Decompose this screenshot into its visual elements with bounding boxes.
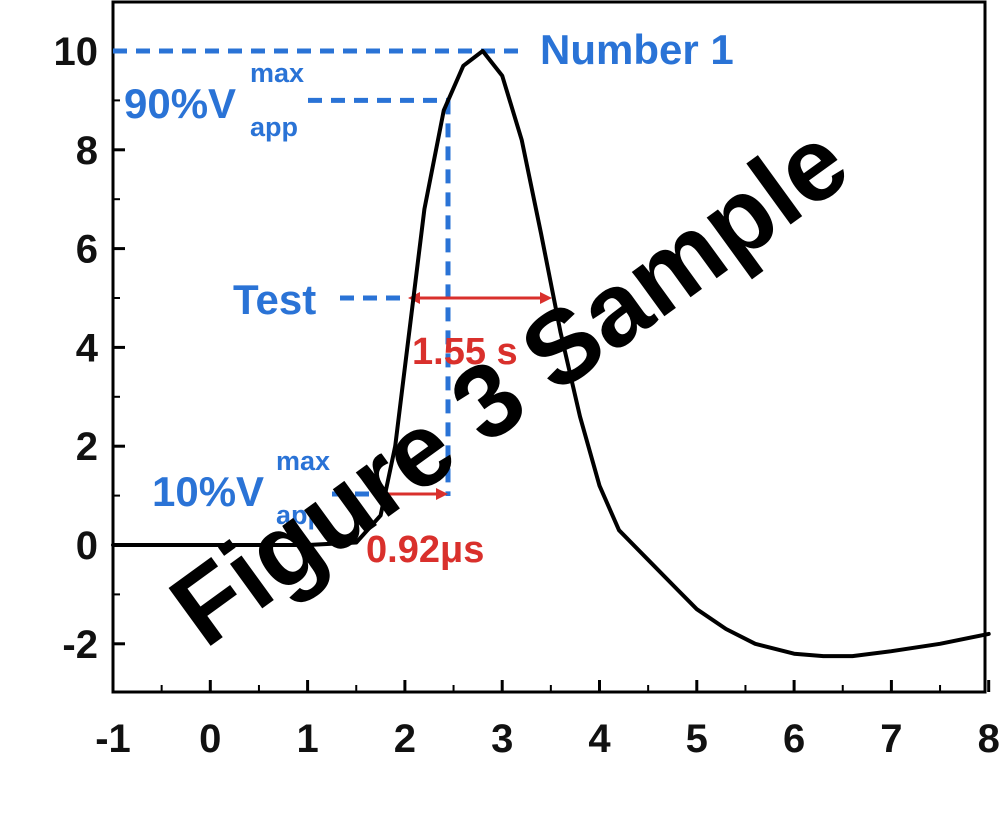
y-tick-label: 10 — [54, 30, 99, 74]
ten-percent-label: 10%V — [152, 468, 264, 515]
ninety-sup: max — [250, 58, 304, 88]
x-tick-label: 2 — [394, 717, 416, 761]
watermark: Figure 3 Sample — [150, 103, 868, 669]
y-tick-label: 8 — [76, 129, 98, 173]
width-value-label: 1.55 s — [412, 331, 518, 373]
ninety-main: 90%V — [124, 80, 236, 127]
ten-main: 10%V — [152, 468, 264, 515]
y-tick-label: 4 — [76, 326, 99, 370]
axis-tick-labels: -1 0 1 2 3 4 5 6 7 8 -2 0 2 4 6 8 10 — [54, 30, 1000, 761]
x-tick-label: 5 — [686, 717, 708, 761]
signal-curve — [111, 49, 991, 659]
x-tick-label: 7 — [880, 717, 902, 761]
rise-arrow-head-right — [436, 488, 448, 500]
y-tick-label: -2 — [62, 623, 98, 667]
x-tick-label: 6 — [783, 717, 805, 761]
x-tick-label: 3 — [491, 717, 513, 761]
x-tick-label: 8 — [978, 717, 1000, 761]
y-tick-label: 0 — [76, 524, 98, 568]
x-tick-label: 4 — [588, 717, 611, 761]
y-tick-label: 6 — [76, 228, 98, 272]
width-arrow-head-right — [540, 292, 552, 304]
ten-sup: max — [276, 446, 330, 476]
ten-sub: app — [276, 500, 324, 530]
ninety-sub: app — [250, 112, 298, 142]
number1-label: Number 1 — [540, 26, 734, 73]
x-tick-label: -1 — [95, 717, 131, 761]
rise-value-label: 0.92μs — [366, 529, 484, 571]
test-label: Test — [233, 276, 316, 323]
y-tick-label: 2 — [76, 425, 98, 469]
ninety-percent-label: 90%V — [124, 80, 236, 127]
rise-arrow-head-left — [372, 488, 384, 500]
x-tick-label: 0 — [199, 717, 221, 761]
x-tick-label: 1 — [296, 717, 318, 761]
